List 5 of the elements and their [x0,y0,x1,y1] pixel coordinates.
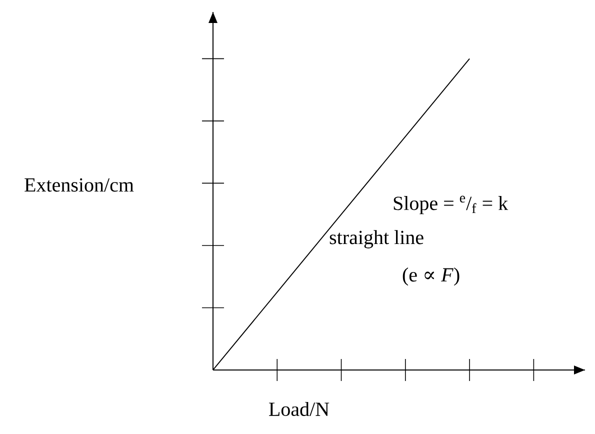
annotation: Slope = $^{e}$/$_{f}$ = k [394,196,508,214]
y-axis-title: Extension/cm [24,178,134,192]
x-axis-title: Load/N [269,402,330,416]
annotation: straight line [330,230,424,248]
annotation: (e ∝ F) [402,268,460,286]
